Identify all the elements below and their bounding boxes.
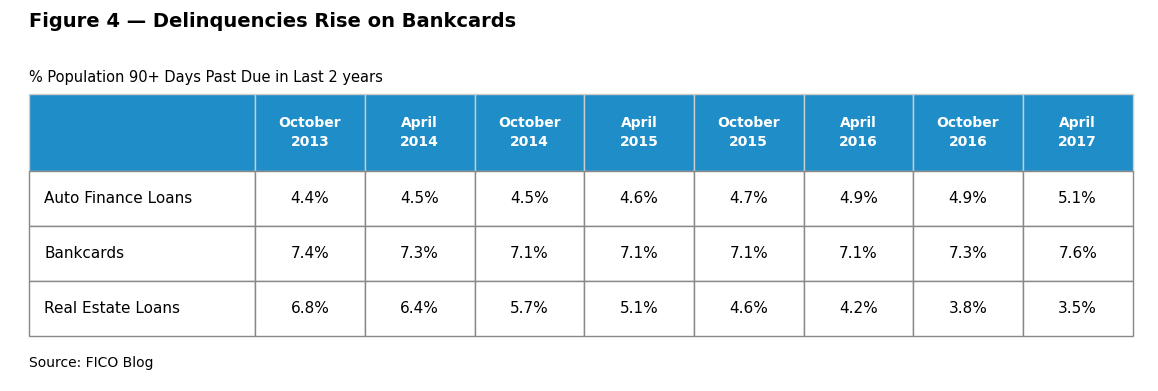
Text: 5.1%: 5.1% [1058, 191, 1097, 206]
Text: April: April [402, 116, 438, 130]
Text: Auto Finance Loans: Auto Finance Loans [44, 191, 192, 206]
Text: 6.4%: 6.4% [401, 301, 439, 316]
Text: 5.1%: 5.1% [620, 301, 659, 316]
Text: 7.1%: 7.1% [730, 246, 768, 261]
Text: 3.5%: 3.5% [1058, 301, 1097, 316]
Text: 2017: 2017 [1058, 135, 1097, 149]
Text: 2013: 2013 [291, 135, 329, 149]
Text: April: April [621, 116, 658, 130]
Text: 7.6%: 7.6% [1058, 246, 1097, 261]
Text: 6.8%: 6.8% [291, 301, 330, 316]
Text: 4.5%: 4.5% [510, 191, 549, 206]
Text: October: October [717, 116, 780, 130]
Text: Figure 4 — Delinquencies Rise on Bankcards: Figure 4 — Delinquencies Rise on Bankcar… [29, 12, 516, 31]
Text: 7.1%: 7.1% [510, 246, 549, 261]
Text: October: October [279, 116, 342, 130]
Text: % Population 90+ Days Past Due in Last 2 years: % Population 90+ Days Past Due in Last 2… [29, 70, 383, 85]
Text: 2015: 2015 [730, 135, 768, 149]
Text: April: April [1060, 116, 1097, 130]
Text: 7.1%: 7.1% [840, 246, 878, 261]
Text: 4.9%: 4.9% [948, 191, 988, 206]
Text: 4.6%: 4.6% [620, 191, 659, 206]
Text: 2014: 2014 [401, 135, 439, 149]
Text: 4.2%: 4.2% [840, 301, 878, 316]
Text: 4.5%: 4.5% [401, 191, 439, 206]
Text: Real Estate Loans: Real Estate Loans [44, 301, 179, 316]
Text: 2016: 2016 [948, 135, 988, 149]
Text: 4.6%: 4.6% [730, 301, 768, 316]
Text: 7.4%: 7.4% [291, 246, 329, 261]
Text: October: October [937, 116, 999, 130]
Text: Bankcards: Bankcards [44, 246, 124, 261]
Text: 7.3%: 7.3% [401, 246, 439, 261]
Text: 2015: 2015 [620, 135, 659, 149]
Text: April: April [840, 116, 877, 130]
Text: 4.7%: 4.7% [730, 191, 768, 206]
Text: 4.9%: 4.9% [838, 191, 878, 206]
Text: October: October [498, 116, 560, 130]
Text: 5.7%: 5.7% [510, 301, 549, 316]
Text: 2016: 2016 [840, 135, 878, 149]
Text: 2014: 2014 [510, 135, 549, 149]
Text: 4.4%: 4.4% [291, 191, 329, 206]
Text: 7.1%: 7.1% [620, 246, 659, 261]
Text: 3.8%: 3.8% [948, 301, 988, 316]
Text: Source: FICO Blog: Source: FICO Blog [29, 356, 154, 370]
Text: 7.3%: 7.3% [948, 246, 988, 261]
